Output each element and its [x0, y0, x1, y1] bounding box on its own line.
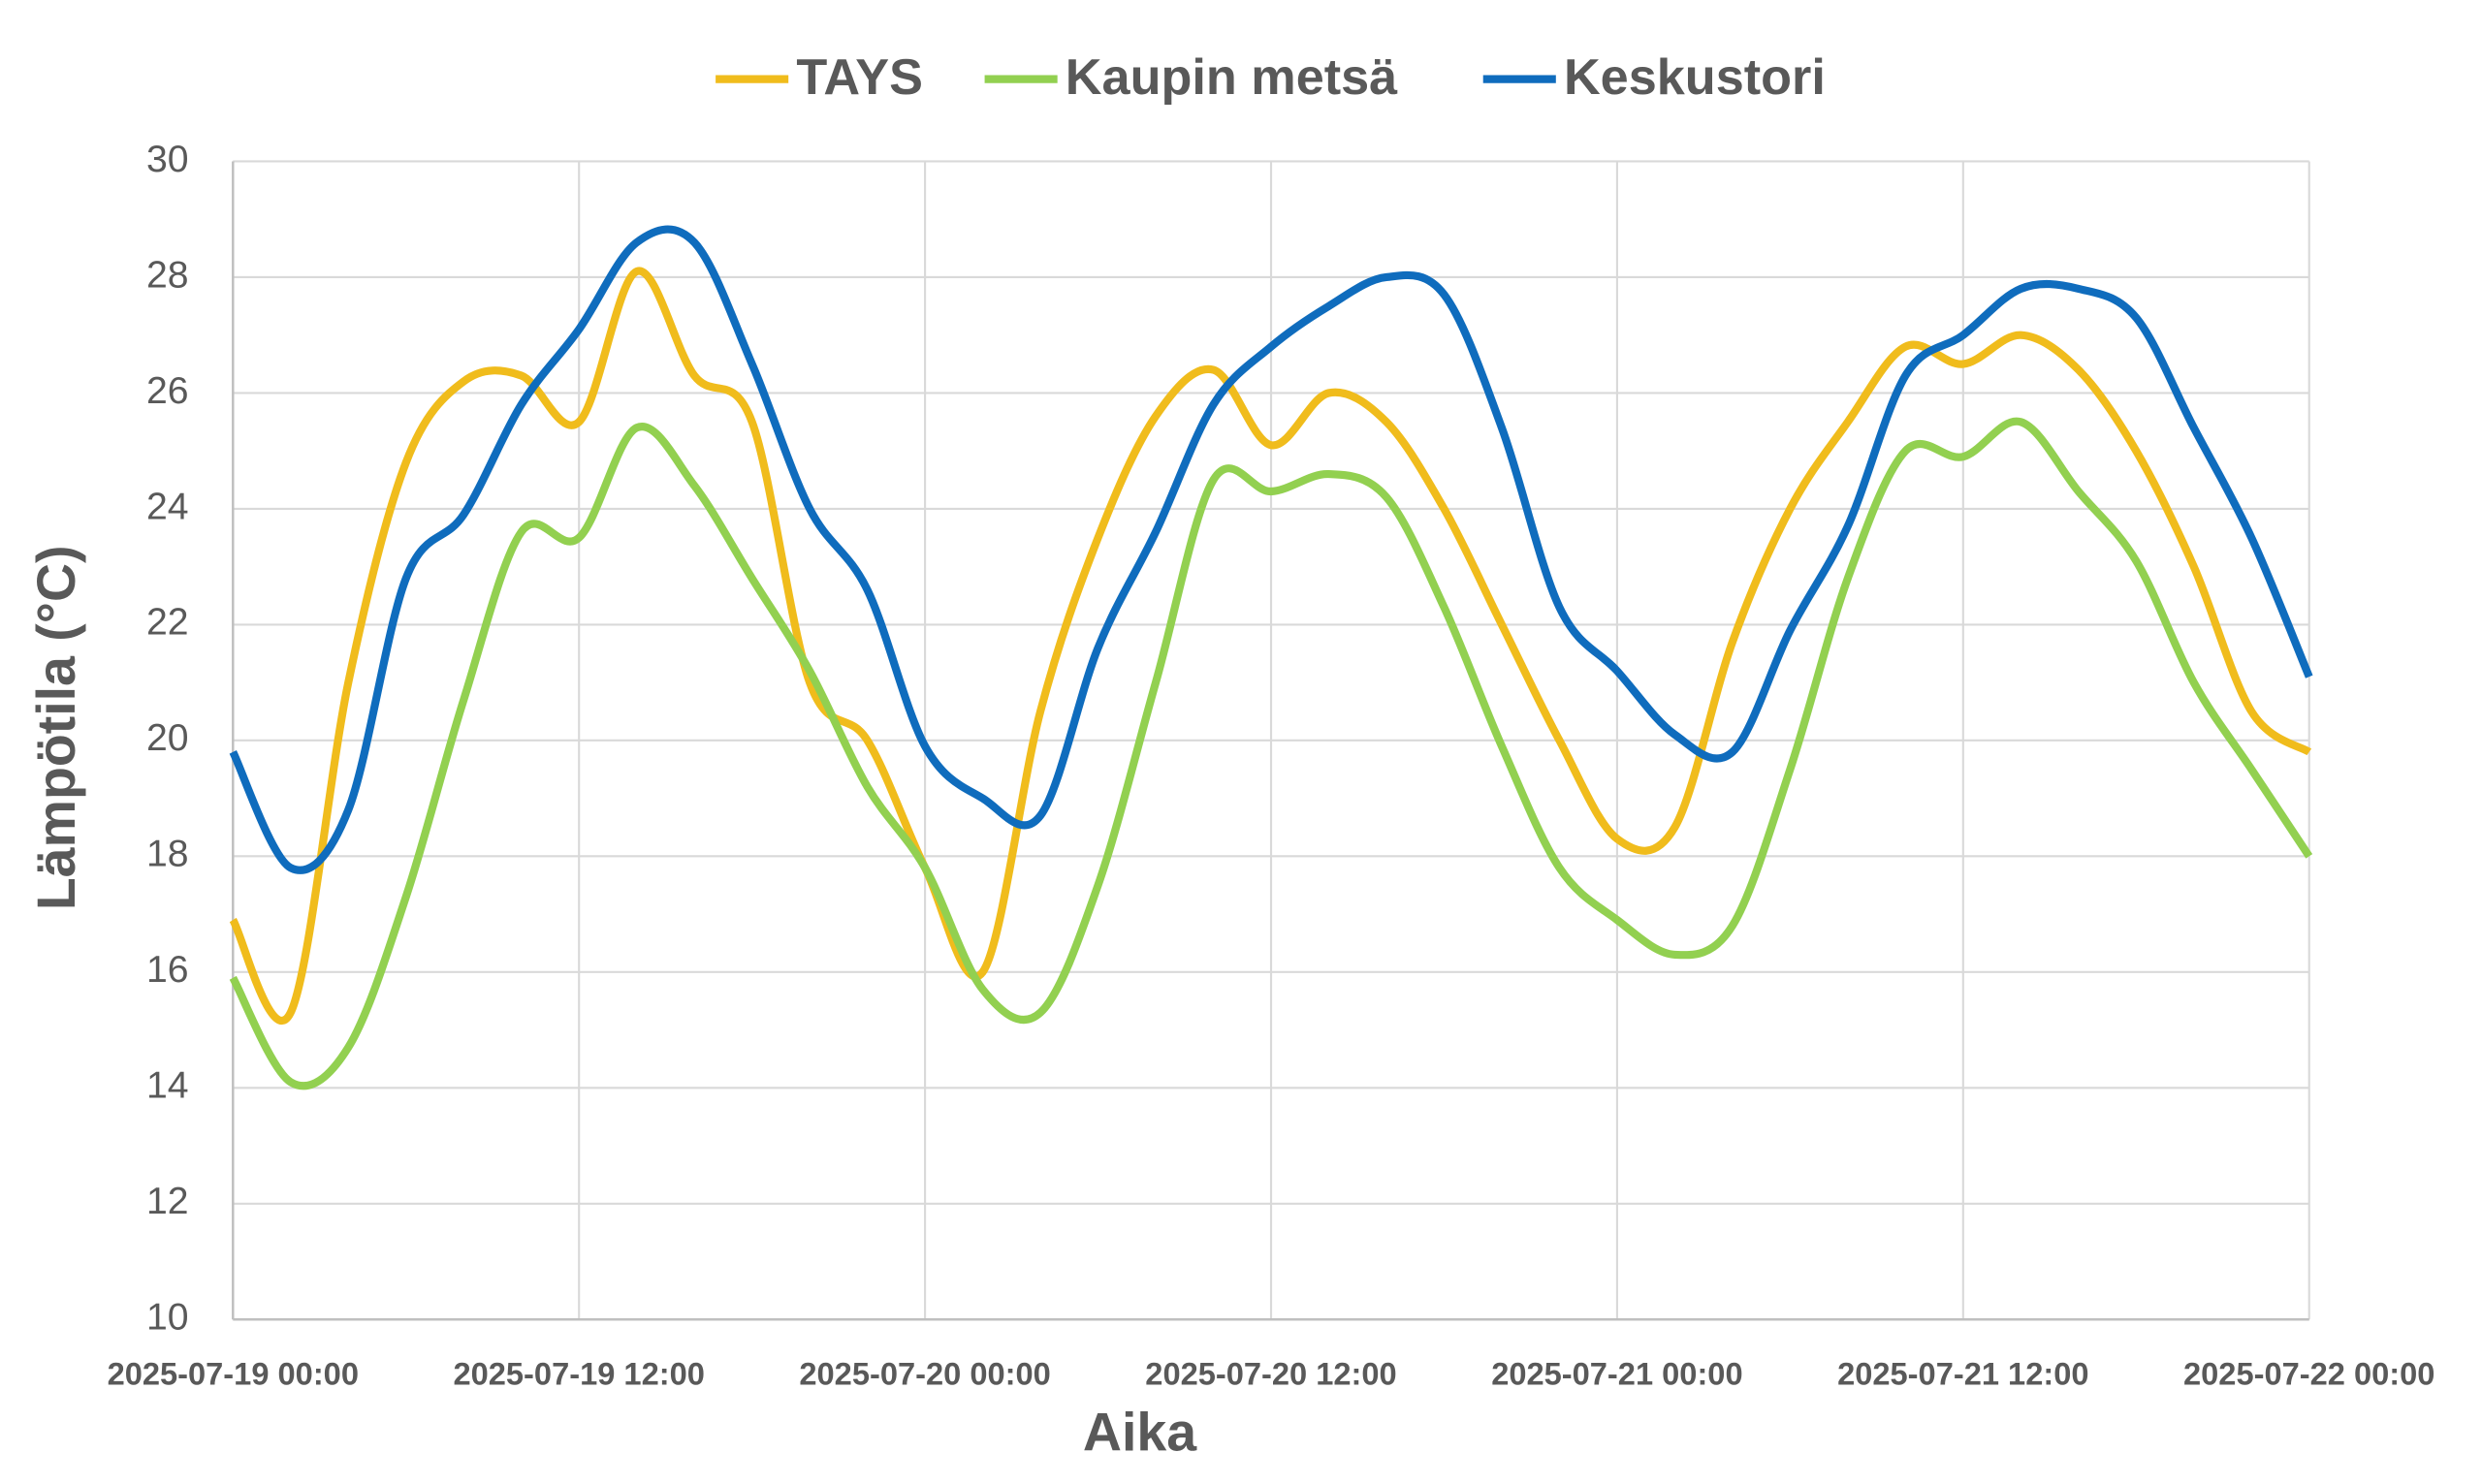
series-line	[229, 225, 2313, 874]
x-tick-label: 2025-07-19 00:00	[108, 1356, 359, 1392]
y-tick-label: 18	[146, 834, 189, 875]
legend-label: TAYS	[796, 49, 923, 106]
x-tick-label: 2025-07-21 00:00	[1491, 1356, 1742, 1392]
y-tick-label: 26	[146, 370, 189, 412]
y-axis-title: Lämpötila (°C)	[26, 545, 86, 910]
y-tick-label: 24	[146, 486, 189, 527]
legend-label: Kaupin metsä	[1066, 49, 1398, 106]
y-tick-label: 22	[146, 602, 189, 644]
legend-label: Keskustori	[1564, 49, 1826, 106]
x-tick-label: 2025-07-20 12:00	[1145, 1356, 1396, 1392]
y-tick-label: 28	[146, 254, 189, 296]
y-tick-label: 14	[146, 1065, 189, 1107]
y-tick-label: 16	[146, 949, 189, 991]
x-axis-title: Aika	[1083, 1403, 1197, 1463]
y-tick-label: 20	[146, 717, 189, 759]
y-tick-label: 30	[146, 139, 189, 180]
x-tick-label: 2025-07-22 00:00	[2183, 1356, 2434, 1392]
y-tick-label: 12	[146, 1181, 189, 1222]
series-line	[229, 267, 2312, 1026]
y-tick-label: 10	[146, 1297, 189, 1339]
x-tick-label: 2025-07-21 12:00	[1837, 1356, 2088, 1392]
x-tick-label: 2025-07-20 00:00	[799, 1356, 1050, 1392]
series-line	[229, 417, 2313, 1090]
x-tick-label: 2025-07-19 12:00	[453, 1356, 704, 1392]
